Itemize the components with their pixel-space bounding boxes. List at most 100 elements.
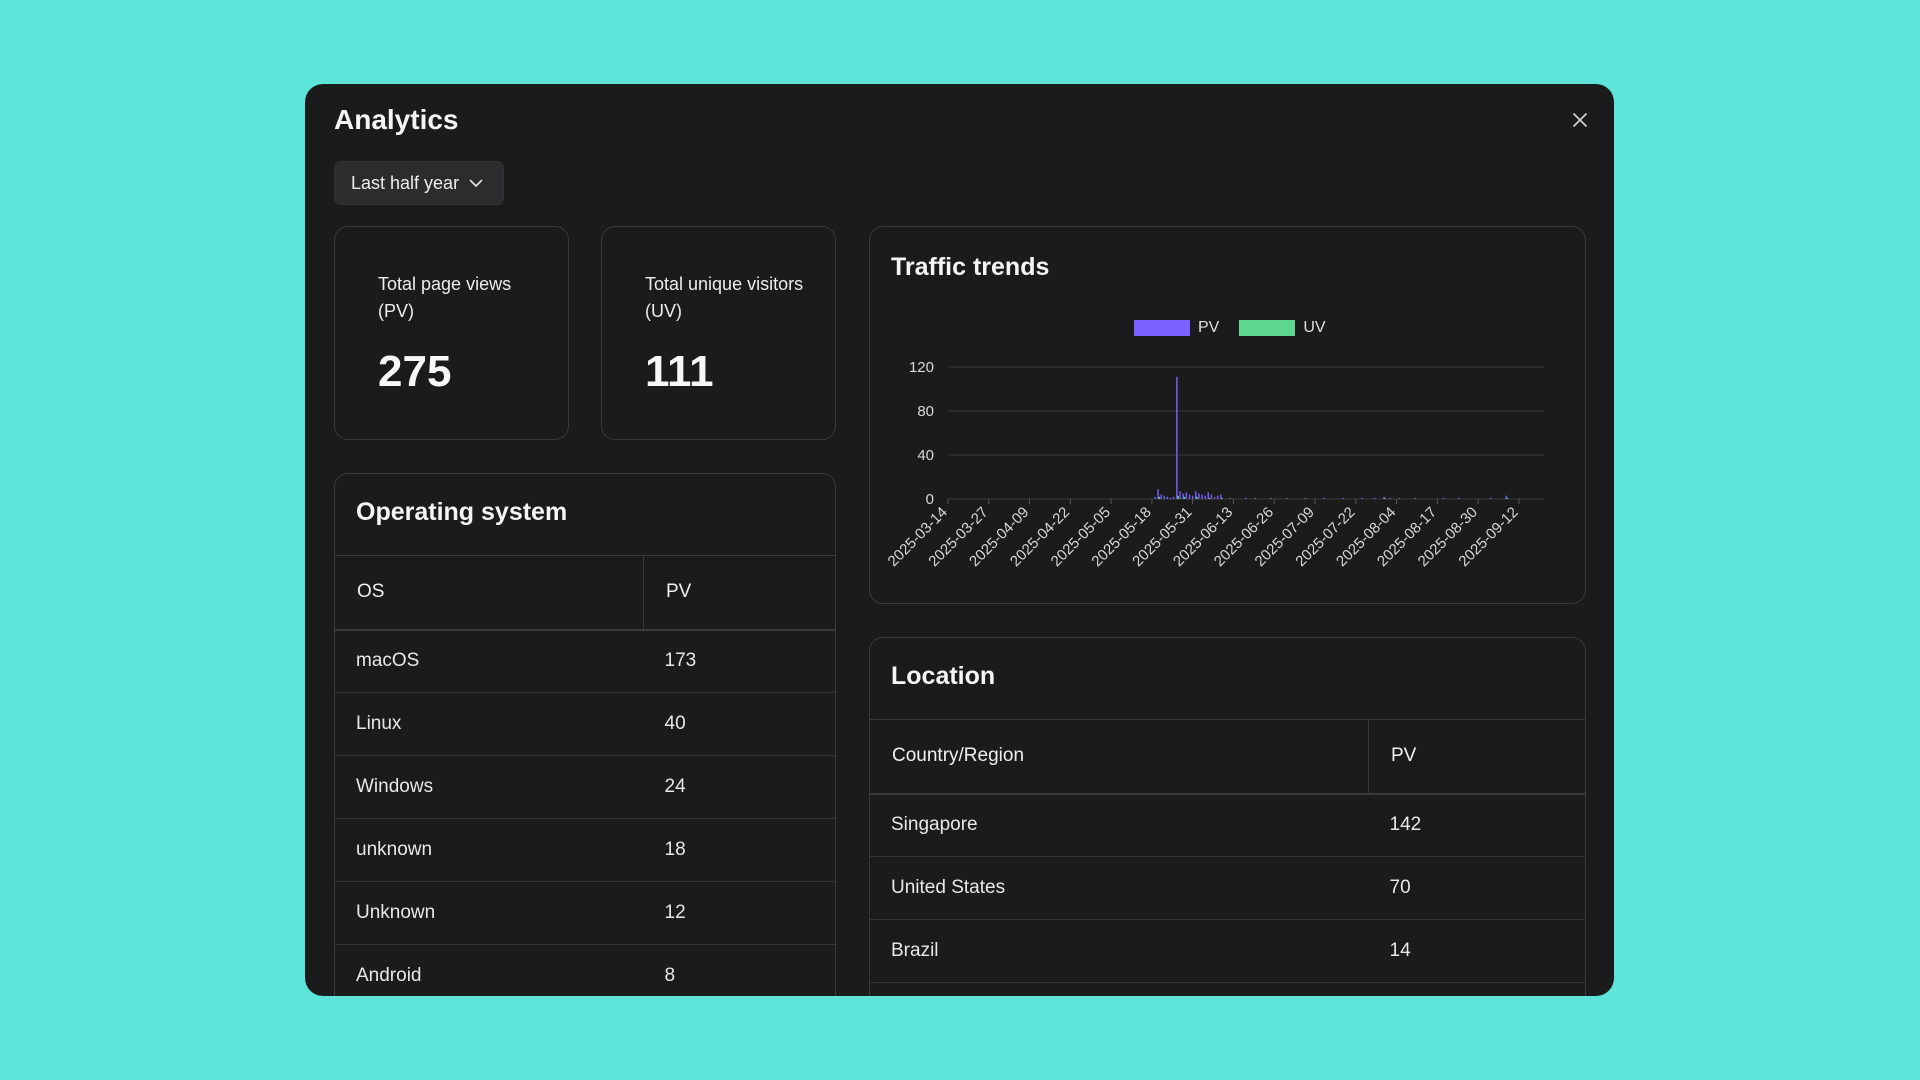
table-row: Singapore 142 xyxy=(870,793,1585,857)
pv-bar xyxy=(1213,496,1216,499)
legend-pv-label: PV xyxy=(1198,319,1220,336)
location-pv-column-header[interactable]: PV xyxy=(1368,719,1585,795)
pv-bar xyxy=(1160,494,1162,499)
pv-bar xyxy=(1195,491,1197,499)
legend-uv-swatch xyxy=(1239,320,1296,336)
os-column-header[interactable]: OS xyxy=(335,555,644,631)
location-card-title: Location xyxy=(891,662,996,690)
pv-bar xyxy=(1210,494,1213,499)
country-cell: Singapore xyxy=(870,793,1369,857)
table-row: Linux 40 xyxy=(335,692,835,756)
pv-bar xyxy=(1173,496,1175,499)
pv-bar xyxy=(1191,495,1194,499)
table-row: Unknown 12 xyxy=(335,881,835,945)
uv-bar xyxy=(1506,497,1509,499)
close-icon xyxy=(1573,113,1587,127)
pv-bar xyxy=(1176,376,1178,499)
pv-bar xyxy=(1414,497,1416,499)
traffic-trends-card: Traffic trends PV UV 0 40 80 120 2025-03-14 2… xyxy=(869,226,1586,604)
legend-pv-swatch xyxy=(1134,320,1190,336)
pv-bar xyxy=(1285,497,1288,499)
pv-bar xyxy=(1201,494,1203,499)
os-table: OS PV macOS 173 Linux 40 Windows 24 unknown 18 U… xyxy=(335,555,835,996)
os-name-cell: Unknown xyxy=(335,881,644,945)
legend-uv-label: UV xyxy=(1303,319,1326,336)
location-table: Country/Region PV Singapore 142 United Sta… xyxy=(870,719,1585,983)
os-name-cell: Windows xyxy=(335,755,644,819)
pv-bar xyxy=(1398,497,1401,499)
pv-bar xyxy=(1204,495,1206,499)
table-row: unknown 18 xyxy=(335,818,835,882)
pv-stat-label: Total page views (PV) xyxy=(378,274,512,321)
location-card: Location Country/Region PV Singapore 142 U… xyxy=(869,637,1586,996)
pv-bar xyxy=(1154,496,1156,499)
pv-bar xyxy=(1361,497,1363,499)
pv-bar xyxy=(1216,495,1219,499)
pv-bar xyxy=(1245,497,1247,499)
country-cell: Brazil xyxy=(870,919,1369,983)
os-name-cell: Linux xyxy=(335,692,644,756)
close-button[interactable] xyxy=(1566,106,1594,134)
uv-stat-card: Total unique visitors (UV) 111 xyxy=(601,226,836,440)
pv-stat-card: Total page views (PV) 275 xyxy=(334,226,569,440)
pv-bar xyxy=(1270,497,1272,499)
uv-bar xyxy=(1158,496,1160,499)
table-row: United States 70 xyxy=(870,856,1585,920)
pv-bar xyxy=(1323,497,1326,499)
chart-legend: PV UV xyxy=(1134,319,1326,337)
pv-bar xyxy=(1166,496,1169,499)
uv-bar xyxy=(1196,496,1198,499)
pv-bar xyxy=(1220,494,1222,499)
pv-bar xyxy=(1198,493,1200,499)
pv-bar xyxy=(1373,497,1376,499)
pv-bar xyxy=(1229,497,1231,499)
pv-cell: 24 xyxy=(643,755,835,819)
uv-bar xyxy=(1183,496,1186,499)
uv-bar xyxy=(1177,495,1179,499)
table-row: Android 8 xyxy=(335,944,835,996)
traffic-trends-title: Traffic trends xyxy=(891,253,1050,281)
analytics-modal: Analytics Last half year Total page view… xyxy=(305,84,1614,996)
pv-cell: 173 xyxy=(643,629,835,693)
pv-bar xyxy=(1304,497,1307,499)
pv-cell: 8 xyxy=(643,944,835,996)
pv-cell: 14 xyxy=(1368,919,1585,983)
pv-bar xyxy=(1185,492,1187,499)
pv-bar xyxy=(1157,489,1159,499)
pv-cell: 12 xyxy=(643,881,835,945)
country-column-header[interactable]: Country/Region xyxy=(870,719,1369,795)
date-range-select[interactable]: Last half year xyxy=(334,161,505,205)
pv-bar xyxy=(1505,495,1507,499)
y-tick-label: 80 xyxy=(917,403,934,420)
table-row: Brazil 14 xyxy=(870,919,1585,983)
pv-bar xyxy=(1169,497,1172,499)
y-tick-label: 40 xyxy=(917,447,934,464)
pv-bar xyxy=(1182,493,1184,499)
date-range-value: Last half year xyxy=(351,172,460,193)
uv-bar xyxy=(1221,497,1223,499)
pv-bar xyxy=(1179,491,1181,499)
os-name-cell: Android xyxy=(335,944,644,996)
uv-bar xyxy=(1208,497,1211,499)
traffic-trends-chart: 040801202025-03-142025-03-272025-04-0920… xyxy=(885,359,1544,570)
uv-bar xyxy=(1384,497,1386,499)
pv-bar xyxy=(1207,492,1209,499)
pv-bar xyxy=(1342,497,1344,499)
modal-title: Analytics xyxy=(334,104,459,135)
pv-bar xyxy=(1383,496,1385,499)
os-card-title: Operating system xyxy=(356,498,568,526)
pv-bar xyxy=(1254,497,1257,499)
pv-cell: 142 xyxy=(1368,793,1585,857)
country-cell: United States xyxy=(870,856,1369,920)
pv-bar xyxy=(1442,497,1445,499)
pv-bar xyxy=(1489,497,1492,499)
uv-stat-value: 111 xyxy=(645,347,714,396)
y-tick-label: 120 xyxy=(909,359,934,376)
pv-bar xyxy=(1163,495,1166,499)
pv-cell: 70 xyxy=(1368,856,1585,920)
os-pv-column-header[interactable]: PV xyxy=(643,555,835,631)
table-row: Windows 24 xyxy=(335,755,835,819)
os-name-cell: unknown xyxy=(335,818,644,882)
pv-stat-value: 275 xyxy=(378,347,452,396)
y-tick-label: 0 xyxy=(926,491,934,508)
